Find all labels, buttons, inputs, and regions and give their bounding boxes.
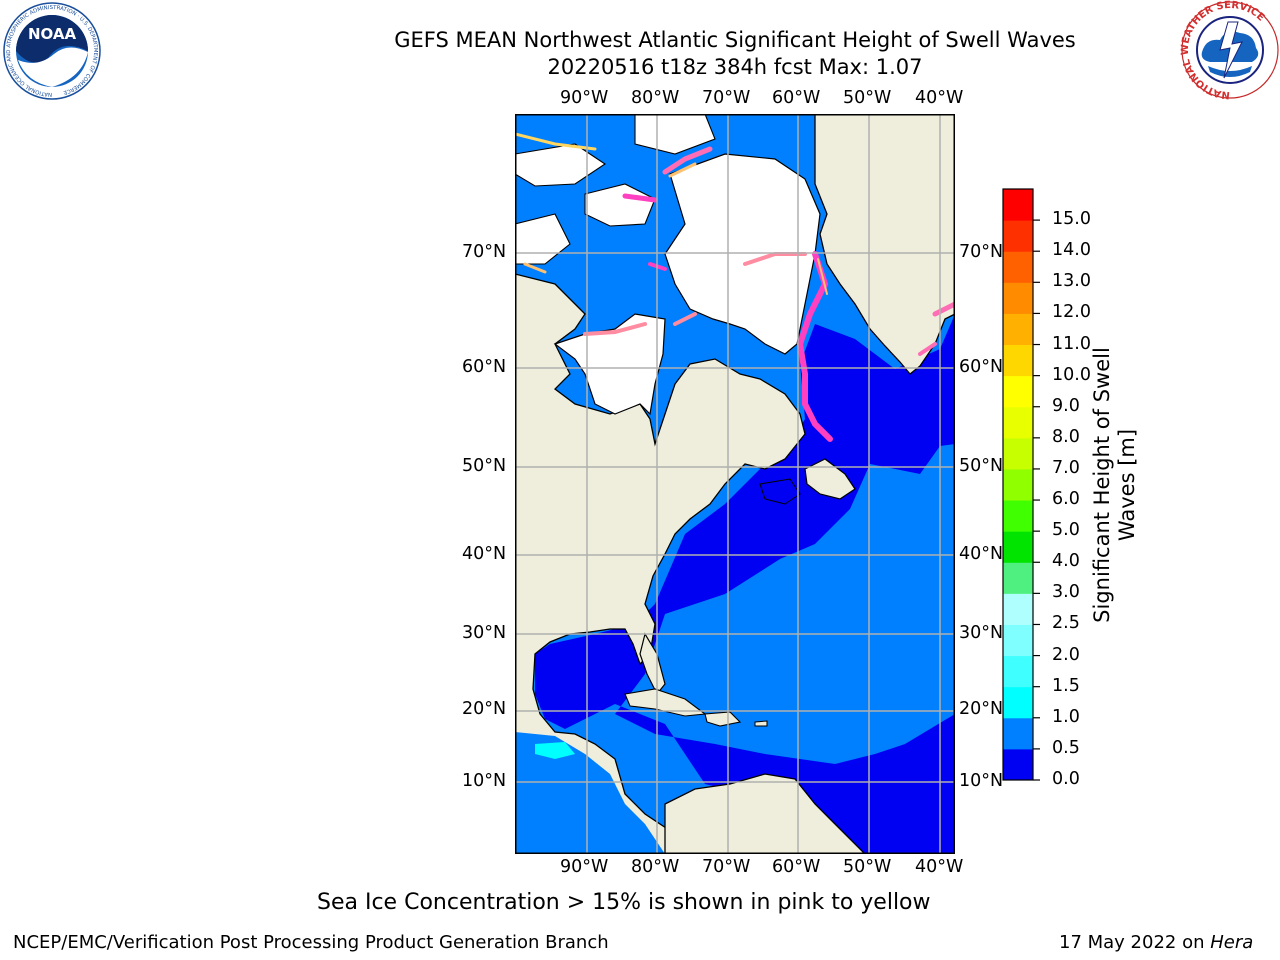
footer-branch: NCEP/EMC/Verification Post Processing Pr… [13,932,609,953]
colorbar-band [1003,717,1033,750]
lat-label-right: 20°N [959,699,1004,719]
colorbar-band [1003,593,1033,625]
colorbar-tick-label: 4.0 [1052,551,1080,572]
lat-label-right: 10°N [959,771,1004,791]
lat-label-left: 50°N [462,456,507,476]
cuba [624,688,707,717]
lon-label-top: 90°W [560,88,609,108]
lat-label-right: 60°N [959,357,1004,377]
lat-label-left: 20°N [462,699,507,719]
colorbar-tick-label: 9.0 [1052,395,1080,416]
lat-label-right: 30°N [959,623,1004,643]
colorbar-tick-label: 0.0 [1052,769,1080,789]
south-america [664,773,866,854]
colorbar-tick-label: 2.5 [1052,613,1080,634]
colorbar-tick-label: 5.0 [1052,520,1080,541]
lon-label-bottom: 60°W [772,857,821,877]
lat-label-left: 40°N [462,544,507,564]
colorbar-tick-label: 13.0 [1052,271,1091,292]
lat-label-left: 30°N [462,623,507,643]
colorbar-band [1003,406,1033,439]
colorbar-tick-label: 3.0 [1052,582,1080,603]
lon-label-top: 80°W [631,88,680,108]
colorbar-tick-label: 1.5 [1052,675,1080,696]
colorbar-tick-label: 2.0 [1052,644,1080,665]
colorbar-band [1003,562,1033,594]
colorbar-title: Significant Height of Swell Waves [m] [1090,347,1139,623]
colorbar-band [1003,468,1033,501]
lon-label-bottom: 50°W [843,857,892,877]
colorbar-tick-label: 14.0 [1052,240,1091,261]
colorbar-band [1003,686,1033,719]
colorbar-tick-label: 0.5 [1052,737,1080,758]
colorbar-band [1003,282,1033,314]
map-title: GEFS MEAN Northwest Atlantic Significant… [394,28,1076,52]
sea-ice-caption: Sea Ice Concentration > 15% is shown in … [317,890,931,915]
noaa-logo: NOAA NATIONAL OCEANIC AND ATMOSPHERIC AD… [3,2,101,100]
lon-label-top: 40°W [915,88,964,108]
arctic-islands [664,153,821,355]
lon-label-bottom: 40°W [915,857,964,877]
colorbar-tick-label: 11.0 [1052,333,1091,354]
greenland [814,114,955,375]
colorbar-band [1003,313,1033,346]
colorbar-tick-label: 10.0 [1052,364,1091,385]
colorbar-band [1003,220,1033,252]
newfoundland [804,458,856,500]
lat-label-left: 70°N [462,242,507,262]
lat-label-left: 60°N [462,357,507,377]
colorbar-tick-label: 8.0 [1052,426,1080,447]
colorbar-band [1003,375,1033,408]
lon-label-bottom: 80°W [631,857,680,877]
colorbar-tick-label: 6.0 [1052,489,1080,510]
lon-label-top: 60°W [772,88,821,108]
map-subtitle: 20220516 t18z 384h fcst Max: 1.07 [547,55,923,79]
noaa-logo-text: NOAA [28,25,77,43]
colorbar-band [1003,531,1033,563]
lon-label-bottom: 90°W [560,857,609,877]
lat-label-right: 40°N [959,544,1004,564]
map-panel [515,114,955,854]
footer-date: 17 May 2022 on Hera [1059,932,1254,953]
graticule [515,114,955,854]
colorbar-band [1003,189,1033,221]
lat-label-right: 70°N [959,242,1004,262]
low-swell-region [535,314,955,854]
colorbar-tick-label: 15.0 [1052,209,1091,230]
colorbar-tick-label: 7.0 [1052,457,1080,478]
colorbar-band [1003,500,1033,532]
colorbar-band [1003,251,1033,283]
lat-label-right: 50°N [959,456,1004,476]
lon-label-top: 50°W [843,88,892,108]
map-frame [515,114,955,854]
colorbar-band [1003,344,1033,377]
colorbar-band [1003,437,1033,470]
colorbar-band [1003,655,1033,688]
colorbar [1002,188,1040,781]
lon-label-bottom: 70°W [702,857,751,877]
colorbar-tick-label: 1.0 [1052,706,1080,727]
lat-label-left: 10°N [462,771,507,791]
colorbar-band [1003,624,1033,657]
nws-logo: NATIONAL WEATHER SERVICE [1180,0,1279,100]
lon-label-top: 70°W [702,88,751,108]
colorbar-band [1003,748,1033,781]
colorbar-tick-label: 12.0 [1052,302,1091,323]
